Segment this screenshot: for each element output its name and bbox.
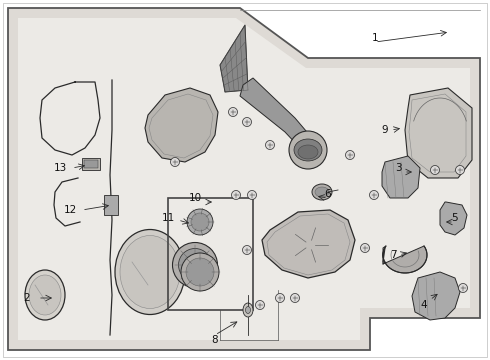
Text: 2: 2 xyxy=(24,293,30,303)
Ellipse shape xyxy=(315,187,329,197)
Text: 9: 9 xyxy=(382,125,388,135)
Polygon shape xyxy=(412,272,460,320)
Circle shape xyxy=(275,293,285,302)
Polygon shape xyxy=(145,88,218,162)
Polygon shape xyxy=(240,78,312,148)
Circle shape xyxy=(361,243,369,252)
Ellipse shape xyxy=(25,270,65,320)
Circle shape xyxy=(291,293,299,302)
Polygon shape xyxy=(382,156,420,198)
Circle shape xyxy=(456,166,465,175)
Ellipse shape xyxy=(245,306,250,314)
Ellipse shape xyxy=(120,235,180,309)
Polygon shape xyxy=(262,210,355,278)
Circle shape xyxy=(243,117,251,126)
Ellipse shape xyxy=(294,139,322,161)
Circle shape xyxy=(231,190,241,199)
Ellipse shape xyxy=(187,257,203,273)
Ellipse shape xyxy=(243,303,253,317)
Circle shape xyxy=(266,140,274,149)
Ellipse shape xyxy=(186,258,214,286)
Circle shape xyxy=(369,190,378,199)
Ellipse shape xyxy=(29,275,61,315)
Ellipse shape xyxy=(298,145,318,159)
Circle shape xyxy=(459,284,467,292)
Circle shape xyxy=(345,150,354,159)
Polygon shape xyxy=(405,88,472,178)
Polygon shape xyxy=(440,202,467,235)
Text: 13: 13 xyxy=(53,163,67,173)
Ellipse shape xyxy=(172,243,218,288)
Ellipse shape xyxy=(115,230,185,315)
Ellipse shape xyxy=(289,131,327,169)
Circle shape xyxy=(243,246,251,255)
Text: 11: 11 xyxy=(161,213,174,223)
Text: 10: 10 xyxy=(189,193,201,203)
Text: 4: 4 xyxy=(421,300,427,310)
Text: 12: 12 xyxy=(63,205,76,215)
Circle shape xyxy=(228,108,238,117)
Polygon shape xyxy=(220,25,248,92)
Bar xyxy=(168,198,253,310)
Circle shape xyxy=(255,301,265,310)
Text: 5: 5 xyxy=(451,213,457,223)
Circle shape xyxy=(171,158,179,166)
Bar xyxy=(104,195,118,215)
Ellipse shape xyxy=(191,213,209,231)
Circle shape xyxy=(431,166,440,175)
Polygon shape xyxy=(8,8,480,350)
Text: 1: 1 xyxy=(372,33,378,43)
Text: 8: 8 xyxy=(212,335,219,345)
Ellipse shape xyxy=(178,248,212,282)
Text: 7: 7 xyxy=(390,250,396,260)
Ellipse shape xyxy=(181,253,219,291)
Text: 6: 6 xyxy=(325,189,331,199)
Text: 3: 3 xyxy=(394,163,401,173)
Circle shape xyxy=(247,190,256,199)
Ellipse shape xyxy=(187,209,213,235)
Ellipse shape xyxy=(312,184,332,200)
Bar xyxy=(84,160,98,168)
Polygon shape xyxy=(18,18,470,340)
Polygon shape xyxy=(383,246,427,273)
Bar xyxy=(82,158,100,170)
